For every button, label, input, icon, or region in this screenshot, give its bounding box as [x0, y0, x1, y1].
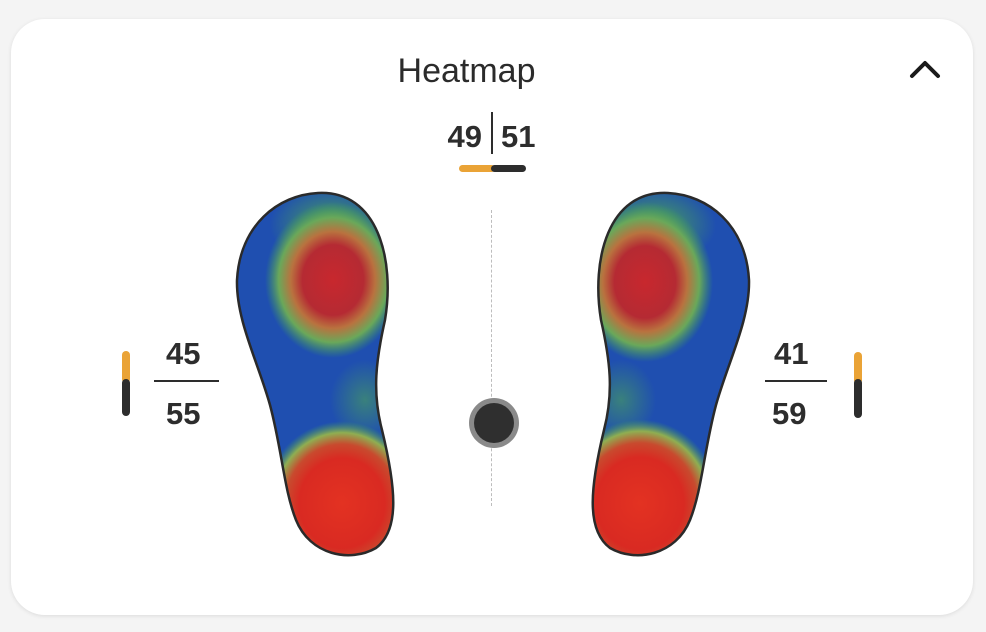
center-of-pressure-marker[interactable]	[469, 398, 519, 448]
page-title: Heatmap	[397, 52, 536, 90]
left-foot-heatmap	[236, 192, 394, 556]
left-fraction-line	[154, 380, 219, 382]
left-balance-bar	[459, 165, 495, 172]
right-balance-value: 51	[501, 119, 536, 154]
left-right-balance: 49 51	[430, 112, 540, 176]
right-rear-bar	[854, 379, 862, 418]
left-balance-value: 49	[447, 119, 482, 154]
right-balance-bar	[491, 165, 526, 172]
left-front-value: 45	[166, 336, 201, 371]
center-guide-line	[491, 210, 492, 506]
left-rear-bar	[122, 379, 130, 416]
right-front-value: 41	[774, 336, 809, 371]
left-front-bar	[122, 351, 130, 383]
balance-divider	[491, 112, 493, 154]
marker-core	[474, 403, 514, 443]
left-rear-value: 55	[166, 396, 201, 431]
right-fraction-line	[765, 380, 827, 382]
chevron-up-icon	[910, 61, 940, 78]
right-foot-heatmap	[592, 192, 750, 556]
collapse-button[interactable]	[900, 50, 950, 90]
right-rear-value: 59	[772, 396, 807, 431]
right-front-bar	[854, 352, 862, 384]
